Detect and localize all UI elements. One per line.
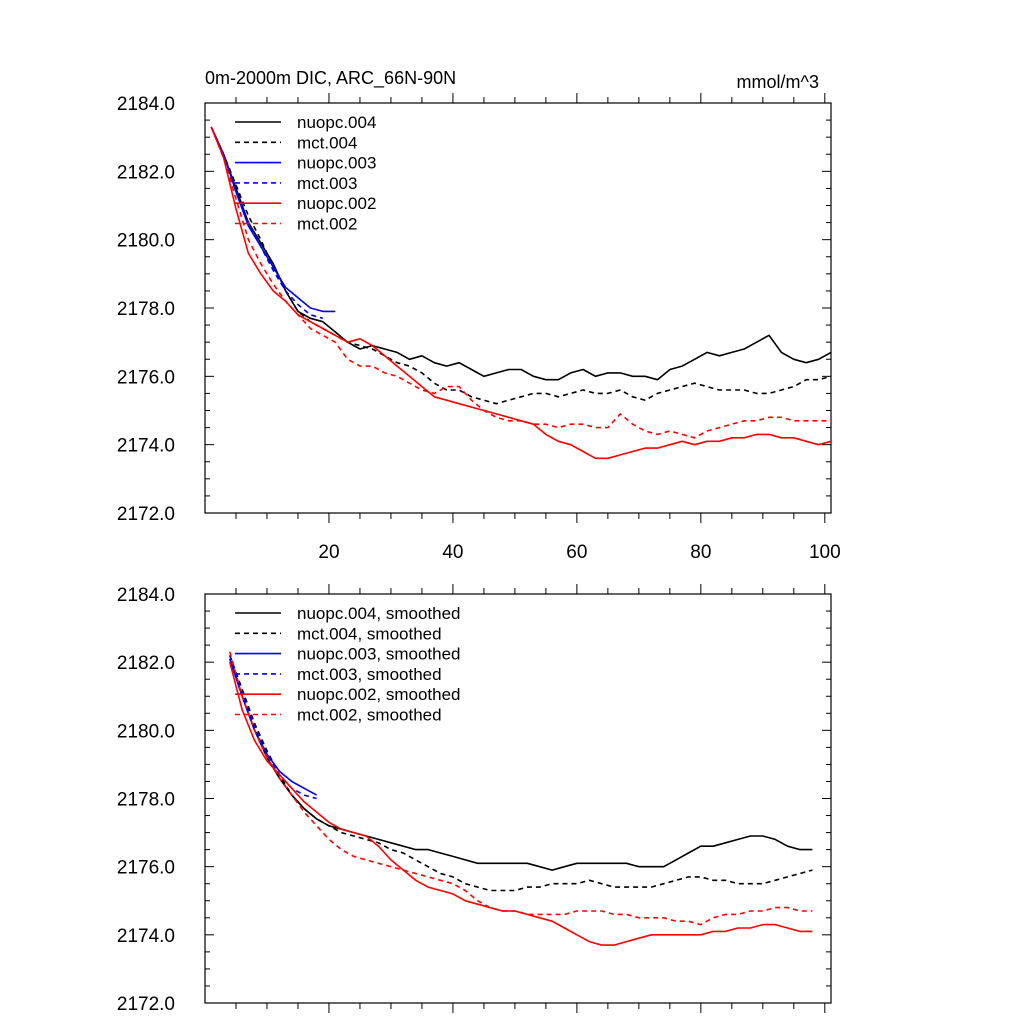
- legend-label: nuopc.004, smoothed: [297, 604, 461, 623]
- legend-label: mct.004: [297, 133, 357, 152]
- x-tick-label: 100: [809, 542, 841, 563]
- y-tick-label: 2178.0: [117, 299, 175, 320]
- y-tick-label: 2184.0: [117, 585, 175, 606]
- legend-label: mct.003, smoothed: [297, 665, 442, 684]
- figure-title: 0m-2000m DIC, ARC_66N-90N: [205, 68, 456, 89]
- x-tick-label: 80: [690, 542, 711, 563]
- y-tick-label: 2182.0: [117, 162, 175, 183]
- legend-label: nuopc.002: [297, 194, 376, 213]
- y-tick-label: 2180.0: [117, 231, 175, 252]
- series-line-mct-002: [210, 126, 831, 439]
- y-tick-label: 2178.0: [117, 790, 175, 811]
- panel-top: 2172.0 2174.0 2176.0 2178.0 2180.0 2182.0 2184…: [117, 93, 841, 563]
- legend-label: mct.004, smoothed: [297, 624, 442, 643]
- y-tick-label: 2180.0: [117, 721, 175, 742]
- y-tick-label: 2172.0: [117, 994, 175, 1015]
- units-label: mmol/m^3: [737, 72, 819, 92]
- y-tick-label: 2176.0: [117, 367, 175, 388]
- y-tick-label: 2174.0: [117, 926, 175, 947]
- series-line-mct-002-smoothed: [229, 651, 813, 926]
- series-line-nuopc-003-smoothed: [229, 658, 317, 796]
- y-tick-label: 2184.0: [117, 94, 175, 115]
- x-tick-label: 20: [318, 542, 339, 563]
- legend-label: nuopc.003, smoothed: [297, 645, 461, 664]
- legend-label: mct.002, smoothed: [297, 706, 442, 725]
- legend-label: nuopc.004: [297, 113, 376, 132]
- series-line-mct-004-smoothed: [229, 655, 813, 892]
- series-line-nuopc-004: [210, 126, 832, 381]
- y-tick-label: 2182.0: [117, 653, 175, 674]
- y-tick-label: 2174.0: [117, 436, 175, 457]
- legend-label: nuopc.003: [297, 154, 376, 173]
- series-line-mct-003: [210, 126, 324, 320]
- y-tick-label: 2172.0: [117, 504, 175, 525]
- legend-label: mct.003: [297, 174, 357, 193]
- y-tick-label: 2176.0: [117, 858, 175, 879]
- x-tick-label: 40: [442, 542, 463, 563]
- legend-label: mct.002: [297, 215, 357, 234]
- x-tick-label: 60: [566, 542, 587, 563]
- panel-bottom: 2172.0 2174.0 2176.0 2178.0 2180.0 2182.0 2184…: [117, 584, 832, 1015]
- series-line-mct-003-smoothed: [229, 655, 317, 800]
- legend-label: nuopc.002, smoothed: [297, 685, 461, 704]
